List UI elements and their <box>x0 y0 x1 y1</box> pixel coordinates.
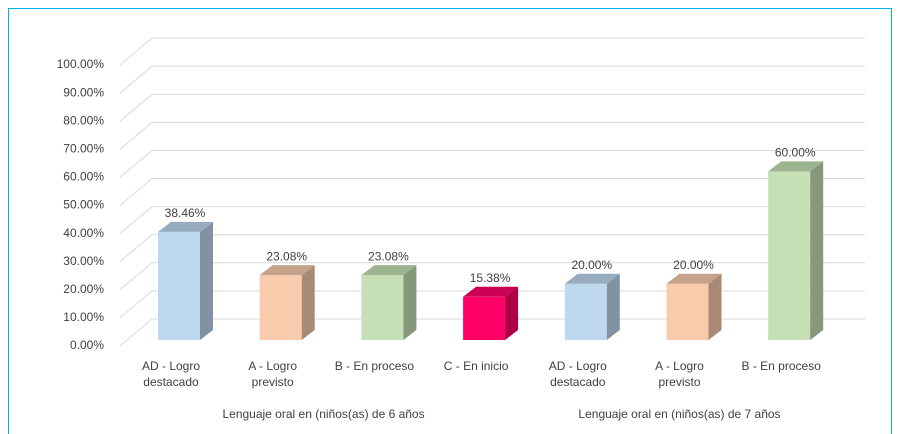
bar-front <box>768 171 811 340</box>
y-tick-label: 100.00% <box>57 57 105 71</box>
value-label: 15.38% <box>470 271 511 285</box>
bar-front <box>463 296 506 340</box>
bar-front <box>666 283 709 340</box>
y-tick-label: 60.00% <box>63 170 104 184</box>
grid-line <box>119 121 865 150</box>
bar-side <box>301 265 315 340</box>
bar-side <box>606 273 620 340</box>
grid-line <box>119 178 865 206</box>
bar-side <box>200 221 213 340</box>
y-tick-label: 50.00% <box>63 198 104 212</box>
y-tick-label: 0.00% <box>70 338 104 352</box>
bar <box>463 286 519 340</box>
bar-side <box>810 161 824 340</box>
group-label: Lenguaje oral en (niños(as) de 6 años <box>222 407 425 421</box>
value-label: 23.08% <box>368 249 409 263</box>
value-label: 20.00% <box>673 258 714 272</box>
bar-front <box>158 231 200 340</box>
x-tick-label: B - En proceso <box>741 359 821 373</box>
bar-top <box>768 161 824 172</box>
bar-top <box>564 273 620 284</box>
x-tick-label: A - Logro previsto <box>248 359 298 389</box>
bar <box>361 265 417 340</box>
bar-front <box>564 283 607 340</box>
group-label: Lenguaje oral en (niños(as) de 7 años <box>578 407 781 421</box>
bar <box>259 265 315 340</box>
x-tick-label: A - Logro previsto <box>655 359 704 389</box>
grid-line <box>119 65 865 94</box>
y-tick-label: 90.00% <box>63 85 104 99</box>
value-label: 23.08% <box>266 249 307 263</box>
y-tick-label: 30.00% <box>63 254 104 268</box>
grid-line <box>119 37 865 66</box>
grid-line <box>119 262 865 291</box>
x-tick-label: AD - Logro destacado <box>141 359 201 389</box>
x-tick-label: AD - Logro destacado <box>548 359 607 389</box>
grid-line <box>119 318 865 347</box>
bar <box>666 273 722 340</box>
value-label: 20.00% <box>571 258 612 272</box>
bar <box>564 273 620 340</box>
x-tick-label: B - En proceso <box>334 359 415 373</box>
chart-frame <box>8 8 892 434</box>
y-tick-label: 70.00% <box>63 141 104 155</box>
grid-line <box>119 149 865 178</box>
bar-top <box>361 265 417 276</box>
bar-top <box>259 265 315 276</box>
bar-top <box>158 221 213 232</box>
bar-front <box>259 275 302 340</box>
grid-line <box>119 234 865 263</box>
y-tick-label: 10.00% <box>63 310 104 324</box>
bar-front <box>361 275 404 340</box>
bar-side <box>505 286 519 340</box>
bar-top <box>463 286 519 297</box>
grid-line <box>119 290 865 319</box>
grid-line <box>119 93 865 122</box>
value-label: 38.46% <box>165 206 206 220</box>
bar-side <box>708 273 722 340</box>
grid-line <box>119 206 865 234</box>
bar <box>158 221 213 340</box>
x-tick-label: C - En inicio <box>443 359 509 373</box>
value-label: 60.00% <box>775 146 816 160</box>
y-tick-label: 20.00% <box>63 282 104 296</box>
bar-top <box>666 273 722 284</box>
y-tick-label: 40.00% <box>63 226 104 240</box>
bar <box>768 161 824 340</box>
bar-side <box>403 265 417 340</box>
y-tick-label: 80.00% <box>63 113 104 127</box>
